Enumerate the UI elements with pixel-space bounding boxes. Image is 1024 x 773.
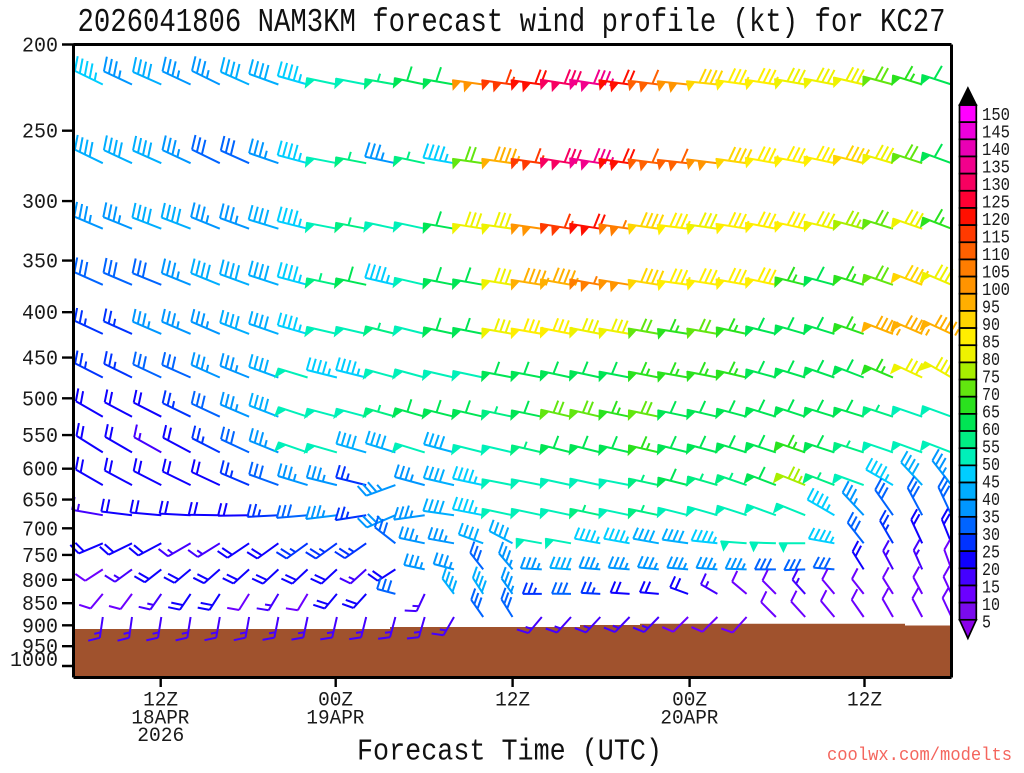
svg-text:300: 300 — [22, 192, 58, 215]
svg-text:650: 650 — [22, 491, 58, 514]
svg-text:100: 100 — [982, 281, 1010, 301]
svg-text:2026: 2026 — [137, 725, 184, 748]
svg-text:450: 450 — [22, 349, 58, 372]
svg-text:140: 140 — [982, 141, 1010, 161]
svg-text:145: 145 — [982, 124, 1010, 144]
svg-text:700: 700 — [22, 519, 58, 542]
svg-text:850: 850 — [22, 594, 58, 617]
svg-text:Forecast Time (UTC): Forecast Time (UTC) — [357, 735, 662, 769]
svg-text:200: 200 — [22, 36, 58, 59]
svg-text:19APR: 19APR — [306, 707, 364, 730]
svg-text:00Z: 00Z — [672, 690, 707, 713]
svg-text:350: 350 — [22, 252, 58, 275]
svg-text:950: 950 — [22, 637, 58, 660]
svg-text:95: 95 — [982, 299, 1000, 319]
svg-text:12Z: 12Z — [847, 690, 882, 713]
svg-text:35: 35 — [982, 509, 1000, 529]
svg-text:85: 85 — [982, 334, 1000, 354]
svg-text:80: 80 — [982, 351, 1000, 371]
svg-text:500: 500 — [22, 389, 58, 412]
svg-text:130: 130 — [982, 176, 1010, 196]
svg-text:150: 150 — [982, 106, 1010, 126]
svg-text:15: 15 — [982, 579, 1000, 599]
svg-text:55: 55 — [982, 439, 1000, 459]
svg-text:600: 600 — [22, 460, 58, 483]
svg-text:20: 20 — [982, 561, 1000, 581]
svg-text:110: 110 — [982, 246, 1010, 266]
svg-text:135: 135 — [982, 159, 1010, 179]
svg-text:coolwx.com/modelts: coolwx.com/modelts — [827, 746, 1012, 766]
svg-text:45: 45 — [982, 474, 1000, 494]
svg-text:550: 550 — [22, 426, 58, 449]
svg-text:120: 120 — [982, 211, 1010, 231]
svg-text:40: 40 — [982, 491, 1000, 511]
svg-text:70: 70 — [982, 386, 1000, 406]
svg-text:125: 125 — [982, 194, 1010, 214]
svg-text:50: 50 — [982, 456, 1000, 476]
svg-text:750: 750 — [22, 546, 58, 569]
svg-text:900: 900 — [22, 616, 58, 639]
svg-text:25: 25 — [982, 544, 1000, 564]
svg-text:60: 60 — [982, 421, 1000, 441]
svg-text:105: 105 — [982, 264, 1010, 284]
svg-text:1000: 1000 — [10, 650, 58, 673]
svg-text:20APR: 20APR — [660, 707, 718, 730]
svg-text:90: 90 — [982, 316, 1000, 336]
svg-text:800: 800 — [22, 571, 58, 594]
svg-text:65: 65 — [982, 404, 1000, 424]
svg-text:12Z: 12Z — [143, 690, 178, 713]
svg-text:5: 5 — [982, 614, 991, 634]
svg-text:115: 115 — [982, 229, 1010, 249]
svg-text:30: 30 — [982, 526, 1000, 546]
svg-text:10: 10 — [982, 596, 1000, 616]
svg-text:2026041806 NAM3KM forecast win: 2026041806 NAM3KM forecast wind profile … — [78, 4, 946, 41]
svg-text:75: 75 — [982, 369, 1000, 389]
svg-text:00Z: 00Z — [318, 690, 353, 713]
svg-text:12Z: 12Z — [495, 690, 530, 713]
svg-text:250: 250 — [22, 122, 58, 145]
svg-text:18APR: 18APR — [131, 707, 189, 730]
svg-text:400: 400 — [22, 303, 58, 326]
